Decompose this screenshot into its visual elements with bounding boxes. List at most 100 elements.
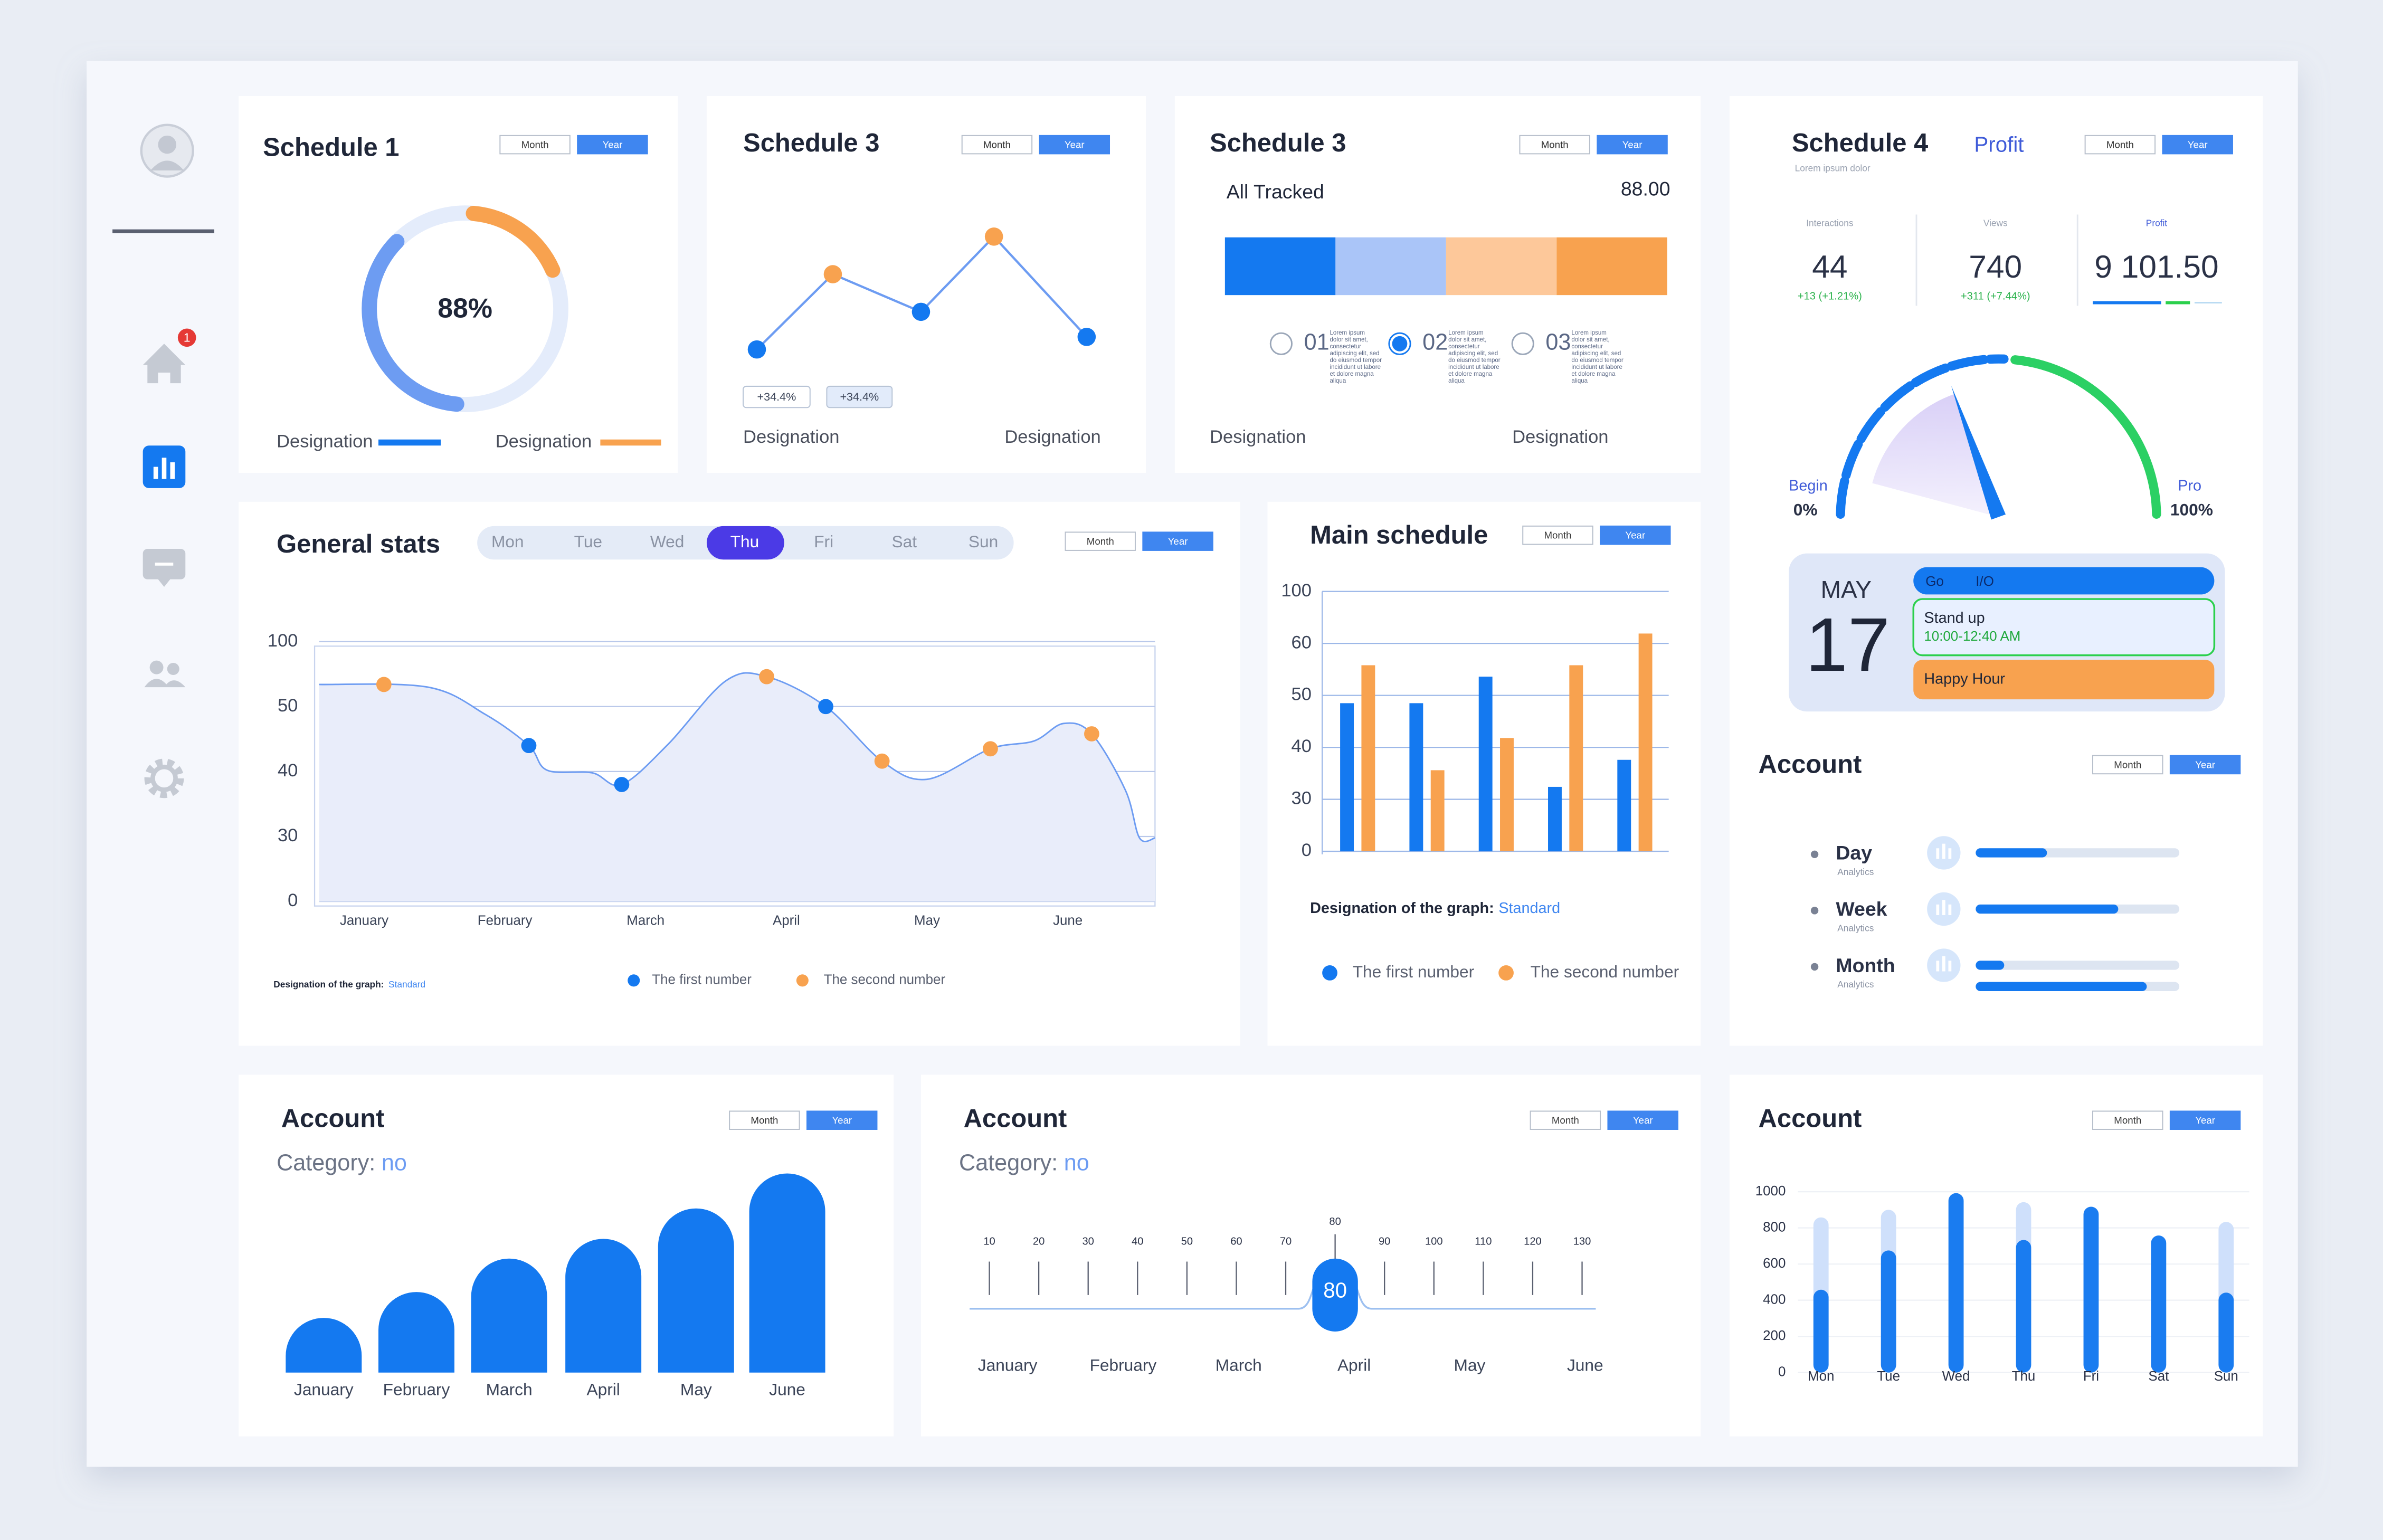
tick-label: 50 [1181, 1235, 1193, 1247]
toggle-button[interactable] [2092, 755, 2163, 775]
radio[interactable] [1511, 332, 1534, 355]
toggle-label[interactable]: Month [2114, 1115, 2141, 1126]
bar [378, 1292, 454, 1373]
day[interactable]: Sun [969, 532, 998, 551]
row-icon-bar [1942, 843, 1945, 859]
event[interactable] [1913, 567, 2215, 595]
area-line [319, 672, 1155, 842]
subtitle: Lorem ipsum dolor [1795, 163, 1871, 174]
day[interactable]: Fri [814, 532, 833, 551]
users-icon-head[interactable] [149, 660, 164, 674]
event[interactable] [1913, 660, 2215, 700]
day[interactable]: Mon [491, 532, 524, 551]
toggle-button[interactable] [1530, 1110, 1601, 1130]
day[interactable]: Sat [892, 532, 917, 551]
stats-icon-bar [153, 467, 158, 479]
toggle-label[interactable]: Year [1633, 1115, 1653, 1126]
toggle-label[interactable]: Year [2188, 139, 2208, 150]
item-text: et dolore magna [1330, 371, 1374, 377]
toggle-button[interactable] [729, 1110, 800, 1130]
category-value: no [1064, 1151, 1089, 1176]
tab[interactable]: Profit [1974, 133, 2024, 157]
toggle-label[interactable]: Year [832, 1115, 852, 1126]
legend-label: The second number [824, 973, 946, 987]
users-icon-head[interactable] [167, 662, 179, 676]
label: Designation [743, 427, 839, 447]
note-link[interactable]: Standard [1498, 900, 1560, 917]
toggle-label[interactable]: Month [2114, 759, 2141, 770]
radio[interactable] [1269, 332, 1293, 355]
toggle-button[interactable] [499, 135, 571, 155]
x-tick-label: January [294, 1380, 354, 1399]
bar [1813, 1289, 1829, 1373]
avatar-body [150, 160, 184, 171]
y-tick-label: 600 [1763, 1256, 1786, 1271]
toggle-button[interactable] [2162, 135, 2233, 155]
toggle-label[interactable]: Month [521, 139, 549, 150]
note-link[interactable]: Standard [388, 979, 425, 990]
toggle-label[interactable]: Month [1552, 1115, 1579, 1126]
day[interactable]: Tue [574, 532, 602, 551]
toggle-label[interactable]: Year [2195, 759, 2215, 770]
toggle-button[interactable] [1142, 531, 1213, 551]
toggle-button[interactable] [1522, 525, 1593, 545]
toggle-button[interactable] [1607, 1110, 1678, 1130]
gauge-arc [1836, 354, 2009, 519]
toggle-label[interactable]: Year [1625, 530, 1645, 541]
toggle-button[interactable] [2092, 1110, 2163, 1130]
month-label: May [1454, 1356, 1486, 1375]
toggle-label[interactable]: Month [751, 1115, 778, 1126]
day[interactable]: Thu [730, 532, 759, 551]
toggle-label[interactable]: Month [1087, 536, 1114, 547]
toggle-label[interactable]: Year [1622, 139, 1643, 150]
bar [1340, 703, 1354, 852]
row-sub: Analytics [1837, 923, 1874, 933]
event[interactable] [1912, 598, 2216, 657]
bar [286, 1318, 362, 1373]
settings-icon[interactable] [144, 758, 184, 798]
toggle-label[interactable]: Year [2195, 1115, 2215, 1126]
slider-knob[interactable] [1312, 1258, 1358, 1332]
toggle-button[interactable] [1065, 531, 1136, 551]
toggle-label[interactable]: Year [603, 139, 623, 150]
toggle-button[interactable] [2084, 135, 2156, 155]
area [319, 673, 1155, 902]
item-text: dolor sit amet, [1571, 337, 1609, 343]
toggle-button[interactable] [961, 135, 1033, 155]
x-tick-label: May [914, 913, 940, 928]
toggle-label[interactable]: Month [1544, 530, 1571, 541]
panel-title: Account [281, 1105, 385, 1133]
tick-label: 10 [983, 1235, 995, 1247]
toggle-label[interactable]: Year [1168, 536, 1188, 547]
toggle-button[interactable] [577, 135, 648, 155]
bar [1500, 738, 1514, 852]
toggle-label[interactable]: Month [1541, 139, 1569, 150]
note: Designation of the graph: [1310, 900, 1494, 917]
point [1077, 328, 1096, 346]
toggle-button[interactable] [1597, 135, 1668, 155]
toggle-button[interactable] [1519, 135, 1590, 155]
bar [1617, 759, 1631, 852]
item-text: dolor sit amet, [1448, 337, 1486, 343]
point [984, 227, 1003, 246]
day[interactable]: Wed [650, 532, 685, 551]
toggle-button[interactable] [806, 1110, 878, 1130]
avatar-head [158, 135, 177, 154]
settings-icon-ring[interactable] [150, 764, 178, 792]
item-number: 01 [1304, 330, 1330, 355]
toggle-button[interactable] [1039, 135, 1110, 155]
day-selected[interactable] [706, 526, 784, 560]
users-icon-body[interactable] [144, 679, 186, 688]
stacked-segment [1224, 237, 1336, 296]
toggle-button[interactable] [2169, 755, 2241, 775]
toggle-label[interactable]: Year [1065, 139, 1085, 150]
toggle-button[interactable] [1600, 525, 1671, 545]
total: 88.00 [1621, 177, 1670, 199]
row-icon-bar [1948, 904, 1952, 915]
message-icon[interactable] [143, 549, 186, 587]
home-icon[interactable] [143, 344, 186, 384]
y-tick-label: 200 [1763, 1328, 1786, 1343]
toggle-label[interactable]: Month [2106, 139, 2134, 150]
toggle-button[interactable] [2169, 1110, 2241, 1130]
toggle-label[interactable]: Month [983, 139, 1011, 150]
